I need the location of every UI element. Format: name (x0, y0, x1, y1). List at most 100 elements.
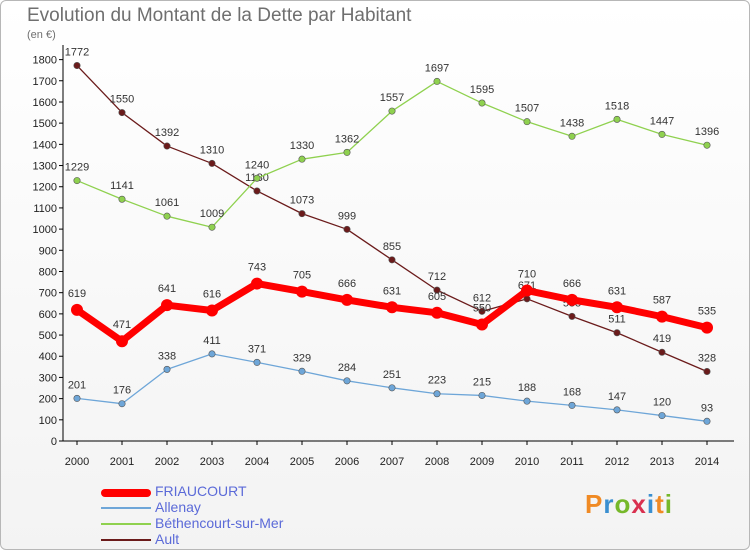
data-label-friaucourt: 666 (338, 278, 356, 290)
data-label-allenay: 329 (293, 352, 311, 364)
data-label-ault: 419 (653, 333, 671, 345)
data-point-friaucourt (611, 301, 623, 314)
data-label-bethencourt-sur-mer: 1229 (65, 162, 89, 174)
data-point-bethencourt-sur-mer (433, 77, 441, 85)
data-point-ault (118, 109, 126, 117)
x-tick-label: 2001 (110, 456, 134, 468)
data-label-bethencourt-sur-mer: 1330 (290, 140, 314, 152)
x-tick-label: 2009 (470, 456, 494, 468)
data-label-allenay: 251 (383, 369, 401, 381)
data-point-bethencourt-sur-mer (613, 115, 621, 123)
legend-swatch (101, 523, 151, 525)
data-label-friaucourt: 710 (518, 269, 536, 281)
data-point-friaucourt (431, 306, 443, 319)
data-point-ault (388, 256, 396, 264)
data-label-bethencourt-sur-mer: 1595 (470, 84, 494, 96)
data-point-friaucourt (656, 310, 668, 323)
data-label-friaucourt: 743 (248, 262, 266, 274)
data-point-friaucourt (386, 301, 398, 314)
proxiti-logo: Proxiti (585, 489, 673, 520)
data-point-ault (478, 307, 486, 315)
data-label-friaucourt: 471 (113, 319, 131, 331)
data-point-allenay (388, 384, 396, 392)
y-tick-label: 500 (39, 330, 57, 342)
data-point-ault (163, 142, 171, 150)
data-point-ault (253, 187, 261, 195)
data-label-allenay: 371 (248, 343, 266, 355)
legend-swatch (101, 489, 151, 497)
data-label-friaucourt: 616 (203, 288, 221, 300)
y-tick-label: 100 (39, 415, 57, 427)
data-point-allenay (658, 412, 666, 420)
legend-label: Béthencourt-sur-Mer (155, 515, 284, 531)
data-point-friaucourt (476, 318, 488, 331)
data-label-bethencourt-sur-mer: 1396 (695, 126, 719, 138)
data-label-allenay: 93 (701, 402, 713, 414)
data-label-allenay: 176 (113, 385, 131, 397)
data-point-bethencourt-sur-mer (343, 148, 351, 156)
y-tick-label: 400 (39, 351, 57, 363)
y-tick-label: 200 (39, 394, 57, 406)
logo-letter: P (585, 489, 604, 519)
data-point-ault (703, 367, 711, 375)
data-label-friaucourt: 666 (563, 278, 581, 290)
data-label-allenay: 147 (608, 391, 626, 403)
data-label-ault: 1772 (65, 47, 89, 59)
x-tick-label: 2005 (290, 456, 314, 468)
data-label-friaucourt: 631 (383, 285, 401, 297)
data-label-allenay: 215 (473, 376, 491, 388)
data-point-bethencourt-sur-mer (703, 141, 711, 149)
data-label-bethencourt-sur-mer: 1362 (335, 133, 359, 145)
logo-letter: t (655, 489, 665, 519)
data-point-friaucourt (341, 293, 353, 306)
data-label-bethencourt-sur-mer: 1438 (560, 117, 584, 129)
data-label-allenay: 188 (518, 382, 536, 394)
y-tick-label: 900 (39, 245, 57, 257)
x-tick-label: 2003 (200, 456, 224, 468)
data-label-friaucourt: 619 (68, 288, 86, 300)
y-tick-label: 1300 (33, 161, 57, 173)
legend-label: Ault (155, 531, 180, 547)
data-label-friaucourt: 631 (608, 285, 626, 297)
legend-label: Allenay (155, 499, 201, 515)
data-point-allenay (253, 358, 261, 366)
data-label-bethencourt-sur-mer: 1009 (200, 208, 224, 220)
x-tick-label: 2014 (695, 456, 719, 468)
data-point-ault (433, 286, 441, 294)
data-label-bethencourt-sur-mer: 1518 (605, 100, 629, 112)
data-label-ault: 1550 (110, 94, 134, 106)
data-point-allenay (568, 401, 576, 409)
data-label-friaucourt: 587 (653, 295, 671, 307)
data-label-friaucourt: 550 (473, 302, 491, 314)
data-point-ault (298, 210, 306, 218)
data-label-allenay: 168 (563, 386, 581, 398)
y-tick-label: 700 (39, 288, 57, 300)
data-point-friaucourt (566, 293, 578, 306)
data-point-allenay (73, 394, 81, 402)
x-tick-label: 2011 (560, 456, 584, 468)
data-point-bethencourt-sur-mer (73, 177, 81, 185)
x-tick-label: 2013 (650, 456, 674, 468)
chart-unit: (en €) (27, 29, 56, 41)
data-point-friaucourt (521, 284, 533, 297)
data-point-bethencourt-sur-mer (658, 130, 666, 138)
y-tick-label: 800 (39, 266, 57, 278)
data-label-ault: 1073 (290, 195, 314, 207)
data-point-friaucourt (116, 335, 128, 348)
x-tick-label: 2012 (605, 456, 629, 468)
data-point-bethencourt-sur-mer (568, 132, 576, 140)
data-point-ault (208, 159, 216, 167)
data-point-bethencourt-sur-mer (478, 99, 486, 107)
data-point-allenay (523, 397, 531, 405)
data-label-bethencourt-sur-mer: 1061 (155, 197, 179, 209)
chart-title: Evolution du Montant de la Dette par Hab… (27, 5, 412, 26)
data-point-ault (658, 348, 666, 356)
data-point-allenay (298, 367, 306, 375)
data-label-friaucourt: 705 (293, 270, 311, 282)
data-point-bethencourt-sur-mer (253, 174, 261, 182)
data-point-friaucourt (71, 303, 83, 316)
data-label-friaucourt: 535 (698, 306, 716, 318)
data-point-allenay (433, 390, 441, 398)
x-tick-label: 2007 (380, 456, 404, 468)
